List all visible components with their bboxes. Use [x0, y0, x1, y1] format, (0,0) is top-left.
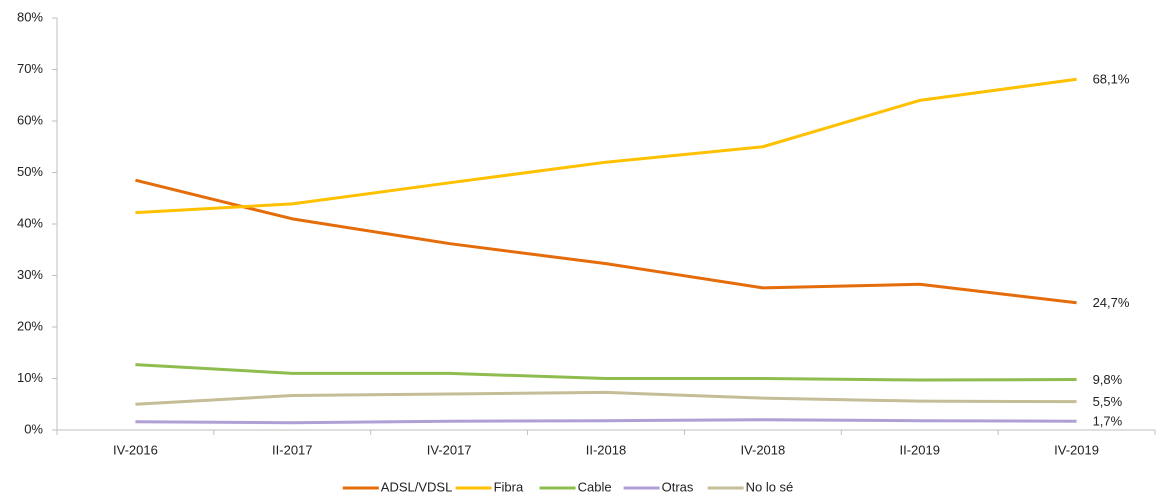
series-line [135, 390, 1077, 406]
y-tick-label: 60% [17, 112, 43, 127]
series-line [135, 178, 1077, 305]
data-label: 24,7% [1093, 295, 1130, 310]
series-line [135, 418, 1077, 425]
data-label: 9,8% [1093, 372, 1123, 387]
data-label: 5,5% [1093, 394, 1123, 409]
series-line [135, 363, 1077, 382]
y-tick-label: 70% [17, 61, 43, 76]
y-tick-label: 30% [17, 267, 43, 282]
x-tick-label: IV-2017 [427, 442, 472, 457]
y-tick-label: 10% [17, 370, 43, 385]
y-tick-label: 40% [17, 215, 43, 230]
x-tick-label: II-2018 [586, 442, 626, 457]
x-tick-label: IV-2019 [1054, 442, 1099, 457]
series-line [135, 77, 1077, 215]
x-tick-label: IV-2016 [113, 442, 158, 457]
y-tick-label: 0% [24, 421, 43, 436]
legend-label: Cable [578, 479, 612, 494]
legend-label: ADSL/VDSL [381, 479, 453, 494]
x-tick-label: IV-2018 [740, 442, 785, 457]
y-tick-label: 50% [17, 164, 43, 179]
legend-label: Otras [662, 479, 694, 494]
x-tick-label: II-2017 [272, 442, 312, 457]
data-label: 1,7% [1093, 414, 1123, 429]
y-tick-label: 80% [17, 9, 43, 24]
x-tick-label: II-2019 [899, 442, 939, 457]
y-tick-label: 20% [17, 318, 43, 333]
legend-label: No lo sé [746, 479, 794, 494]
data-label: 68,1% [1093, 72, 1130, 87]
legend-label: Fibra [494, 479, 524, 494]
